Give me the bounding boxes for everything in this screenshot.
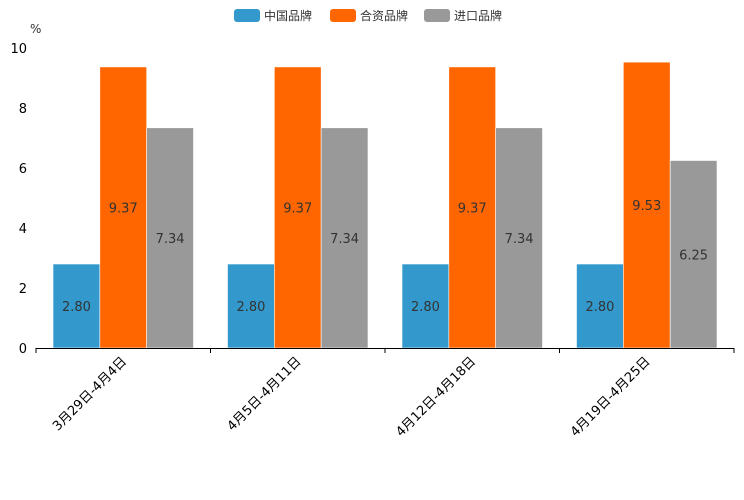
data-label: 2.80 (585, 300, 614, 315)
legend-label: 中国品牌 (264, 8, 312, 23)
y-tick-label: 8 (19, 102, 27, 117)
data-label: 2.80 (411, 300, 440, 315)
legend-item[interactable]: 中国品牌 (234, 8, 312, 23)
legend-swatch (330, 9, 356, 22)
data-label: 9.37 (458, 201, 487, 216)
data-label: 7.34 (330, 232, 359, 247)
x-tick-label: 4月12日-4月18日 (393, 354, 479, 440)
bar (52, 263, 101, 349)
data-label: 7.34 (505, 232, 534, 247)
data-label: 2.80 (236, 300, 265, 315)
legend-label: 合资品牌 (360, 8, 408, 23)
y-axis-unit-label: % (30, 22, 41, 36)
y-tick-label: 6 (19, 162, 27, 177)
bar (227, 263, 275, 349)
data-label: 9.37 (283, 201, 312, 216)
data-label: 2.80 (62, 300, 91, 315)
x-axis: 3月29日-4月4日 4月5日-4月11日 4月12日-4月18日 4月19日-4月2… (35, 348, 735, 440)
legend: 中国品牌 合资品牌 进口品牌 (234, 8, 502, 23)
bar (274, 66, 322, 349)
bar (146, 127, 194, 349)
x-tick-label: 4月5日-4月11日 (225, 354, 305, 434)
y-axis: 0 2 4 6 8 10 (10, 42, 27, 357)
bar (320, 127, 369, 349)
legend-item[interactable]: 合资品牌 (330, 8, 408, 23)
y-tick-label: 4 (19, 222, 27, 237)
data-label: 9.37 (109, 201, 138, 216)
y-tick-label: 10 (10, 42, 27, 57)
x-tick-label: 3月29日-4月4日 (50, 354, 130, 434)
data-label: 9.53 (632, 199, 661, 214)
bar (448, 66, 496, 349)
bar (669, 160, 718, 349)
data-label: 6.25 (679, 248, 708, 263)
legend-swatch (234, 9, 260, 22)
bar (576, 263, 624, 349)
x-tick-label: 4月19日-4月25日 (568, 354, 654, 440)
y-tick-label: 2 (19, 282, 27, 297)
bars: 2.80 9.37 7.34 2.80 9.37 7.34 2.80 9.37 7.34 2.80… (52, 61, 718, 349)
data-label: 7.34 (156, 232, 185, 247)
legend-item[interactable]: 进口品牌 (424, 9, 502, 23)
legend-swatch (424, 9, 450, 22)
bar (99, 66, 147, 349)
y-tick-label: 0 (19, 342, 27, 357)
legend-label: 进口品牌 (454, 9, 502, 23)
